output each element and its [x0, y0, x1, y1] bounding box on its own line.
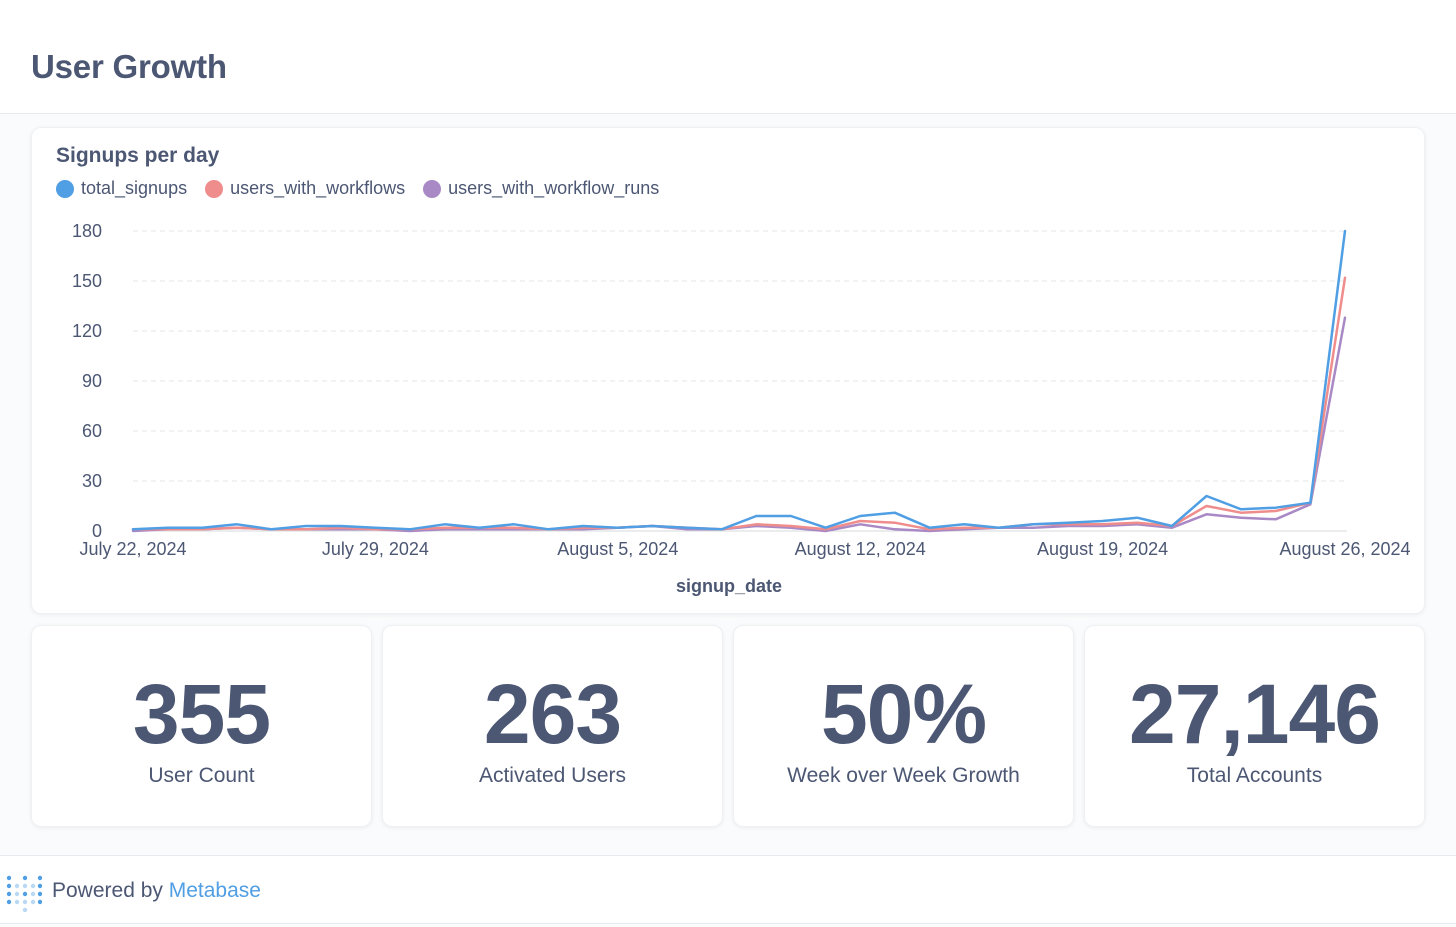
y-tick-label: 60: [82, 421, 102, 441]
line-chart[interactable]: 0 30 60 90 120 150 180 July 22, 2024 July 29, 20…: [32, 128, 1426, 615]
x-axis-title: signup_date: [676, 576, 782, 596]
stat-card-activated-users[interactable]: 263 Activated Users: [382, 625, 723, 827]
chart-title[interactable]: Signups per day: [56, 144, 220, 167]
legend-item-users-with-workflow-runs[interactable]: users_with_workflow_runs: [423, 178, 659, 199]
x-tick-label: August 19, 2024: [1037, 539, 1168, 559]
y-tick-label: 0: [92, 521, 102, 541]
legend-dot: [56, 179, 74, 198]
stat-value: 263: [483, 667, 622, 761]
series-line-users-with-workflow-runs: [131, 316, 1347, 533]
stat-card-week-over-week-growth[interactable]: 50% Week over Week Growth: [733, 625, 1074, 827]
legend-item-users-with-workflows[interactable]: users_with_workflows: [205, 178, 405, 199]
x-tick-label: July 29, 2024: [322, 539, 429, 559]
powered-by-label: Powered by: [52, 879, 163, 902]
x-tick-label: August 5, 2024: [557, 539, 678, 559]
stat-label: Total Accounts: [1186, 764, 1323, 787]
stat-label: Week over Week Growth: [787, 764, 1020, 787]
chart-card[interactable]: Signups per day total_signups users_with…: [31, 127, 1425, 614]
stat-card-total-accounts[interactable]: 27,146 Total Accounts: [1084, 625, 1425, 827]
stat-label: User Count: [148, 764, 255, 787]
chart-legend: total_signups users_with_workflows users…: [56, 178, 659, 199]
legend-dot: [423, 179, 442, 198]
legend-dot: [205, 179, 224, 198]
legend-label: total_signups: [81, 178, 188, 198]
y-tick-label: 30: [82, 471, 102, 491]
page-title: User Growth: [31, 48, 227, 85]
stat-value: 50%: [820, 667, 987, 761]
x-tick-label: July 22, 2024: [79, 539, 186, 559]
y-tick-label: 180: [72, 221, 102, 241]
stat-value: 355: [132, 667, 271, 761]
legend-label: users_with_workflows: [230, 178, 406, 198]
powered-by-text: Powered by Metabase: [52, 879, 261, 903]
stat-value: 27,146: [1129, 667, 1381, 761]
y-tick-label: 120: [72, 321, 102, 341]
legend-item-total-signups[interactable]: total_signups: [56, 178, 187, 199]
y-tick-label: 90: [82, 371, 102, 391]
metabase-link[interactable]: Metabase: [168, 879, 261, 902]
stat-card-user-count[interactable]: 355 User Count: [31, 625, 372, 827]
series-line-total-signups: [131, 229, 1347, 531]
legend-label: users_with_workflow_runs: [448, 178, 660, 198]
y-tick-label: 150: [72, 271, 102, 291]
stat-label: Activated Users: [478, 764, 627, 787]
x-tick-label: August 12, 2024: [795, 539, 926, 559]
x-tick-label: August 26, 2024: [1279, 539, 1410, 559]
metabase-logo-icon[interactable]: [6, 872, 42, 912]
dashboard-header: User Growth: [0, 0, 1456, 114]
footer: Powered by Metabase: [0, 855, 1456, 924]
series-line-users-with-workflows: [131, 276, 1347, 531]
